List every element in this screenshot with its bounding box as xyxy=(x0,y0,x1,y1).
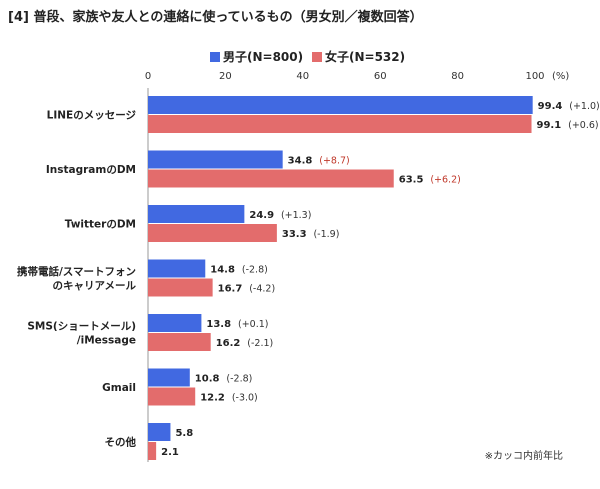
bar-female xyxy=(148,387,196,406)
x-unit-label: (%) xyxy=(552,71,569,82)
category-label: 携帯電話/スマートフォン xyxy=(17,265,136,278)
legend-swatch-female xyxy=(312,52,322,62)
value-label-female: 2.1 xyxy=(161,447,179,458)
bar-female xyxy=(148,278,213,297)
bar-female xyxy=(148,442,157,460)
x-tick-label: 0 xyxy=(145,71,151,82)
x-tick-label: 40 xyxy=(296,71,309,82)
value-label-male: 34.8 xyxy=(288,156,313,167)
bar-male xyxy=(148,423,171,441)
bar-male xyxy=(148,259,206,278)
legend-label-female: 女子(N=532) xyxy=(325,49,405,64)
bar-female xyxy=(148,115,532,133)
category-label: LINEのメッセージ xyxy=(47,110,137,122)
change-label-male: (+1.3) xyxy=(281,210,311,221)
value-label-female: 99.1 xyxy=(537,120,562,131)
footnote: ※カッコ内前年比 xyxy=(485,449,563,462)
change-label-male: (+8.7) xyxy=(319,156,349,167)
change-label-female: (-1.9) xyxy=(313,229,339,240)
change-label-female: (-3.0) xyxy=(232,393,258,404)
bar-male xyxy=(148,96,533,114)
change-label-male: (-2.8) xyxy=(242,265,268,276)
category-label-line2: /iMessage xyxy=(77,335,136,347)
legend-swatch-male xyxy=(210,52,220,62)
bar-male xyxy=(148,150,283,169)
legend-label-male: 男子(N=800) xyxy=(223,50,303,64)
change-label-male: (-2.8) xyxy=(226,374,252,385)
category-label: Gmail xyxy=(102,382,136,394)
category-label-line2: のキャリアメール xyxy=(53,280,137,292)
bar-female xyxy=(148,169,394,188)
x-tick-label: 60 xyxy=(374,71,387,82)
x-tick-label: 100 xyxy=(525,71,544,82)
category-label: TwitterのDM xyxy=(65,219,136,231)
value-label-male: 10.8 xyxy=(195,374,220,385)
bar-male xyxy=(148,368,190,387)
value-label-male: 5.8 xyxy=(175,428,193,439)
change-label-male: (+0.1) xyxy=(238,319,268,330)
change-label-male: (+1.0) xyxy=(569,101,599,112)
value-label-female: 16.2 xyxy=(216,338,241,349)
change-label-female: (+6.2) xyxy=(430,175,460,186)
value-label-male: 24.9 xyxy=(249,210,274,221)
x-tick-label: 80 xyxy=(451,71,464,82)
bar-male xyxy=(148,314,202,332)
value-label-male: 14.8 xyxy=(210,265,235,276)
category-label: SMS(ショートメール) xyxy=(27,321,136,333)
value-label-female: 16.7 xyxy=(218,284,243,295)
value-label-female: 33.3 xyxy=(282,229,307,240)
chart-title: [4] 普段、家族や友人との連絡に使っているもの（男女別／複数回答） xyxy=(8,9,423,25)
bar-female xyxy=(148,333,211,351)
bar-female xyxy=(148,224,277,242)
bar-male xyxy=(148,205,245,223)
x-tick-label: 20 xyxy=(219,71,232,82)
change-label-female: (-4.2) xyxy=(249,284,275,295)
value-label-female: 12.2 xyxy=(200,393,225,404)
change-label-female: (+0.6) xyxy=(568,120,598,131)
value-label-female: 63.5 xyxy=(399,175,424,186)
change-label-female: (-2.1) xyxy=(247,338,273,349)
value-label-male: 13.8 xyxy=(206,319,231,330)
category-label: その他 xyxy=(105,436,137,449)
value-label-male: 99.4 xyxy=(538,101,563,112)
category-label: InstagramのDM xyxy=(46,164,136,176)
